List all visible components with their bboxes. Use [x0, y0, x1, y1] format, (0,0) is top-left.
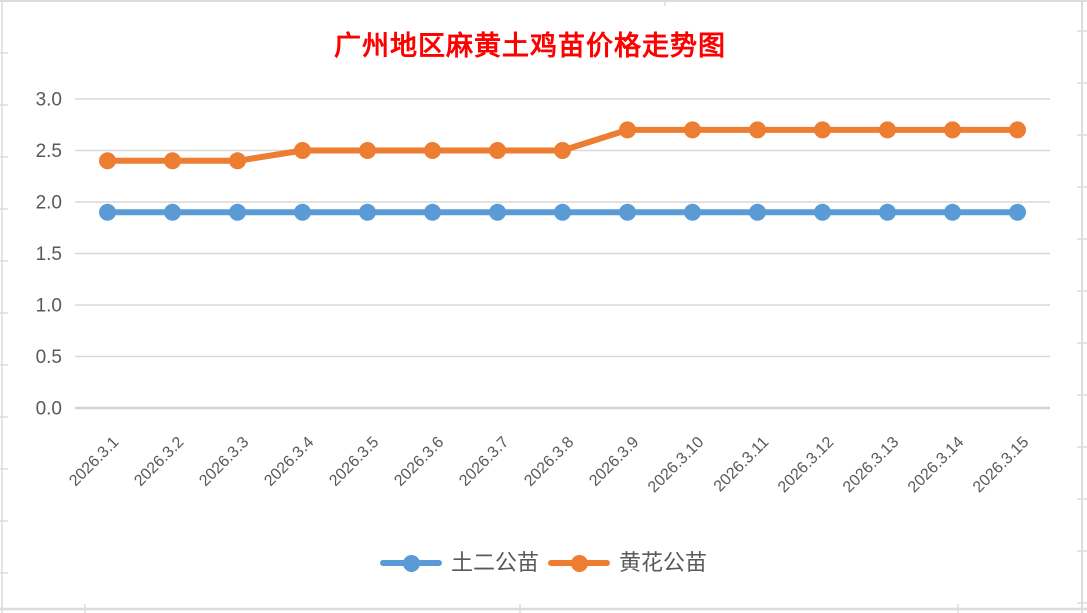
chart-title: 广州地区麻黄土鸡苗价格走势图	[334, 31, 726, 62]
data-point-s0-2026.3.2	[164, 203, 181, 221]
x-tick-label: 2026.3.1	[66, 434, 122, 490]
y-tick-label: 1.0	[36, 296, 62, 317]
data-point-s1-2026.3.13	[879, 121, 896, 139]
legend-item-1: 黄花公苗	[548, 552, 707, 574]
data-point-s0-2026.3.3	[229, 203, 246, 221]
data-point-s1-2026.3.15	[1009, 121, 1026, 139]
data-point-s1-2026.3.5	[359, 142, 376, 159]
x-tick-label: 2026.3.5	[326, 434, 382, 490]
data-point-s0-2026.3.10	[684, 203, 701, 221]
data-point-s1-2026.3.2	[164, 152, 181, 170]
x-tick-label: 2026.3.12	[775, 434, 837, 496]
series-markers	[99, 121, 1026, 221]
x-tick-label: 2026.3.10	[645, 434, 707, 496]
legend-label-series-1: 黄花公苗	[619, 550, 708, 575]
x-tick-label: 2026.3.13	[840, 434, 902, 496]
data-point-s1-2026.3.8	[554, 142, 571, 159]
y-tick-label: 1.5	[36, 244, 62, 265]
data-point-s0-2026.3.9	[619, 203, 636, 221]
x-tick-label: 2026.3.6	[391, 434, 447, 490]
data-point-s1-2026.3.4	[294, 142, 311, 159]
data-point-s0-2026.3.5	[359, 203, 376, 221]
x-tick-label: 2026.3.7	[456, 434, 512, 490]
data-point-s1-2026.3.14	[944, 121, 961, 139]
y-tick-label: 2.5	[36, 141, 62, 162]
y-axis-labels: 0.0 0.5 1.0 1.5 2.0 2.5 3.0	[36, 90, 62, 420]
data-point-s0-2026.3.12	[814, 203, 831, 221]
x-tick-label: 2026.3.3	[196, 434, 252, 490]
x-tick-label: 2026.3.15	[970, 434, 1032, 496]
y-tick-label: 0.5	[36, 347, 62, 368]
data-point-s1-2026.3.1	[99, 152, 116, 170]
data-point-s1-2026.3.6	[424, 142, 441, 159]
y-tick-label: 3.0	[36, 90, 62, 111]
legend: 土二公苗 黄花公苗	[0, 552, 1087, 574]
data-point-s0-2026.3.11	[749, 203, 766, 221]
data-point-s1-2026.3.9	[619, 121, 636, 139]
x-axis-labels: 2026.3.1 2026.3.2 2026.3.3 2026.3.4 2026.3.5…	[66, 434, 1032, 496]
data-point-s0-2026.3.14	[944, 203, 961, 221]
x-tick-label: 2026.3.9	[586, 434, 642, 490]
legend-item-0: 土二公苗	[379, 550, 539, 575]
x-tick-label: 2026.3.8	[521, 434, 577, 490]
legend-line-marker-icon	[548, 554, 610, 572]
data-point-s1-2026.3.7	[489, 142, 506, 159]
data-point-s1-2026.3.11	[749, 121, 766, 139]
x-tick-label: 2026.3.2	[131, 434, 187, 490]
data-point-s1-2026.3.10	[684, 121, 701, 139]
data-point-s0-2026.3.13	[879, 203, 896, 221]
y-tick-label: 2.0	[36, 193, 62, 214]
data-point-s0-2026.3.7	[489, 203, 506, 221]
y-tick-label: 0.0	[36, 399, 62, 420]
x-tick-label: 2026.3.14	[905, 434, 967, 496]
data-point-s0-2026.3.15	[1009, 203, 1026, 221]
x-tick-label: 2026.3.4	[261, 434, 317, 490]
data-point-s1-2026.3.3	[229, 152, 246, 170]
data-point-s0-2026.3.6	[424, 203, 441, 221]
legend-label-series-0: 土二公苗	[450, 550, 539, 575]
legend-line-marker-icon	[379, 554, 442, 572]
x-tick-label: 2026.3.11	[711, 434, 773, 496]
data-point-s0-2026.3.1	[99, 203, 116, 221]
data-point-s0-2026.3.8	[554, 203, 571, 221]
data-point-s1-2026.3.12	[814, 121, 831, 139]
data-point-s0-2026.3.4	[294, 203, 311, 221]
